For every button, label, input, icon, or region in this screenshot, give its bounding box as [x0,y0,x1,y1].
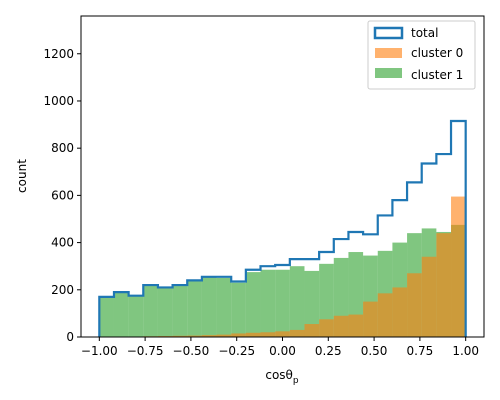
legend-swatch-total [373,26,404,40]
histogram-bar-cluster-0 [245,332,261,337]
x-tick-label: −1.00 [81,344,118,358]
x-tick-label: 0.25 [315,344,342,358]
histogram-bar-cluster-1 [260,269,276,337]
x-tick-label: −0.25 [218,344,255,358]
histogram-bar-cluster-1 [275,269,290,337]
histogram-bar-cluster-1 [304,270,320,337]
histogram-bar-cluster-0 [275,331,290,337]
x-tick-label: −0.75 [127,344,164,358]
y-tick-label: 800 [51,141,74,155]
histogram-bar-cluster-0 [333,315,349,337]
histogram-bar-cluster-1 [216,277,232,337]
y-tick-label: 400 [51,236,74,250]
histogram-bar-cluster-1 [113,292,129,337]
histogram-bar-cluster-0 [407,273,422,337]
y-tick-label: 1200 [43,47,74,61]
histogram-bar-cluster-0 [377,293,393,337]
histogram-bar-cluster-0 [304,324,320,337]
histogram-bar-cluster-1 [157,287,173,337]
histogram-bar-cluster-1 [187,280,202,337]
histogram-bar-cluster-1 [245,272,261,337]
legend-label-total: total [411,26,438,40]
histogram-bar-cluster-0 [172,335,188,337]
x-tick-label: 0.75 [407,344,434,358]
histogram-bar-cluster-0 [421,256,437,337]
histogram-bar-cluster-1 [128,295,144,337]
histogram-bar-cluster-0 [348,314,364,337]
x-tick-label: 1.00 [452,344,479,358]
histogram-bar-cluster-1 [319,263,334,337]
histogram-bar-cluster-1 [201,276,217,337]
y-axis-label: count [15,159,29,193]
x-axis-label: cosθp [265,368,299,386]
histogram-bar-cluster-1 [289,266,305,337]
y-tick-label: 600 [51,188,74,202]
histogram-bar-cluster-0 [231,333,246,337]
y-tick-label: 0 [66,330,74,344]
y-tick-label: 200 [51,283,74,297]
legend-swatch-cluster-1 [375,68,402,78]
histogram-step-total [98,119,467,337]
histogram-bar-cluster-1 [231,282,246,337]
histogram-bar-cluster-0 [260,332,276,337]
legend-label-cluster-0: cluster 0 [411,46,463,60]
histogram-bar-cluster-0 [319,319,334,337]
legend-swatch-cluster-0 [375,48,402,58]
histogram-bar-cluster-0 [289,329,305,337]
histogram-bar-cluster-0 [451,196,466,337]
histogram-bar-cluster-0 [216,334,232,337]
y-tick-label: 1000 [43,94,74,108]
histogram-bar-cluster-0 [201,335,217,337]
histogram-bar-cluster-1 [172,285,188,337]
y-axis: 0 200 400 600 800 1000 1200 [43,47,81,344]
histogram-bar-cluster-1 [143,285,158,337]
plot-area [80,15,485,338]
legend-label-cluster-1: cluster 1 [411,68,463,82]
x-tick-label: −0.50 [173,344,210,358]
histogram-bar-cluster-0 [392,287,408,337]
histogram-bar-cluster-0 [187,335,202,337]
x-tick-label: 0.50 [361,344,388,358]
x-tick-label: 0.00 [269,344,296,358]
x-axis: −1.00 −0.75 −0.50 −0.25 0.00 0.25 0.50 0.75 1.00 [81,337,479,358]
histogram-bar-cluster-0 [363,301,378,337]
histogram-bar-cluster-0 [436,233,452,337]
histogram-bar-cluster-1 [99,296,114,337]
legend: total cluster 0 cluster 1 [367,20,476,90]
